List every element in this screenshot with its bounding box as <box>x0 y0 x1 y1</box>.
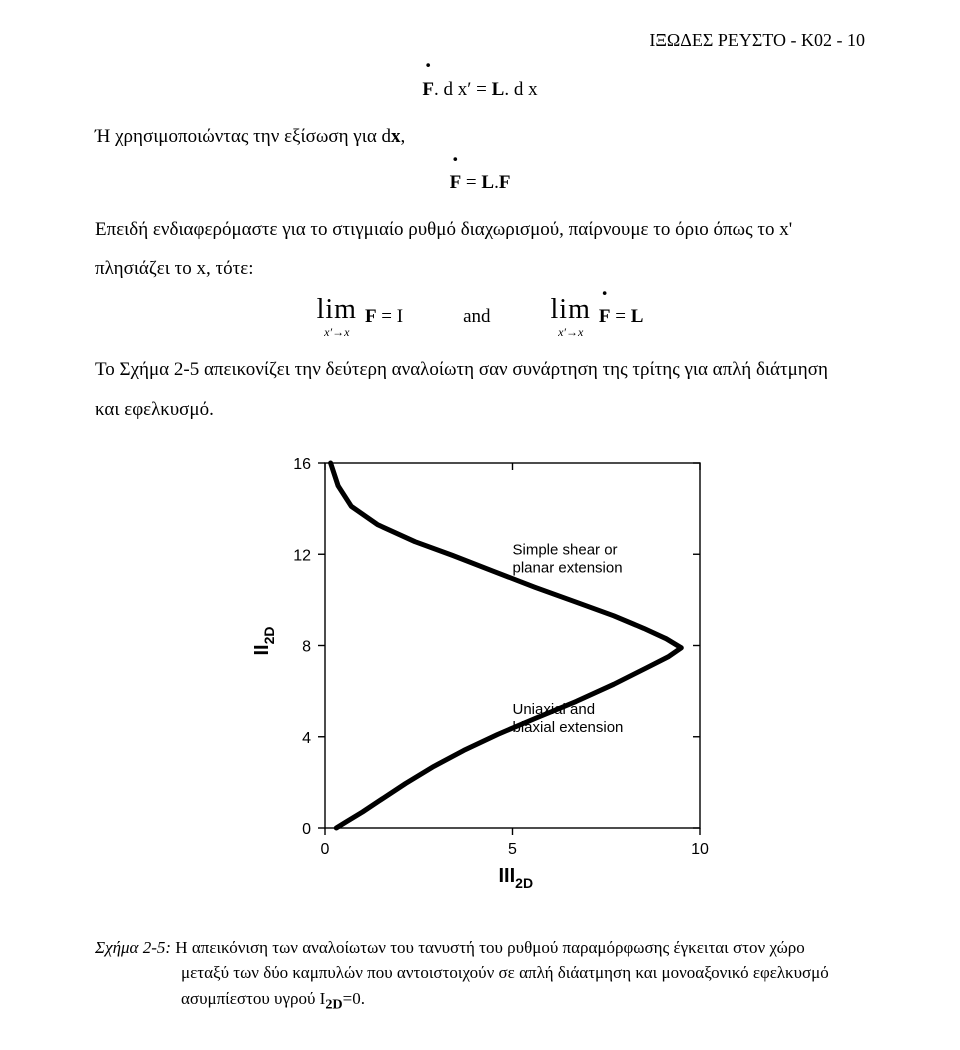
equation-2: F = L.F <box>95 172 865 194</box>
caption-line-2: μεταξύ των δύο καμπυλών που αντοιστοιχού… <box>95 960 865 986</box>
svg-text:Simple shear or: Simple shear or <box>513 541 618 558</box>
para1-x: x <box>391 126 401 147</box>
paragraph-4: Το Σχήμα 2-5 απεικονίζει την δεύτερη ανα… <box>95 352 865 387</box>
lim-eq1: = <box>377 306 397 327</box>
svg-text:III2D: III2D <box>499 865 534 891</box>
svg-text:0: 0 <box>321 841 330 858</box>
caption-line3a: ασυμπίεστου υγρού I <box>181 989 325 1008</box>
para1-comma: , <box>401 126 406 147</box>
lim-eq2: = <box>610 306 630 327</box>
paragraph-1: Ή χρησιμοποιώντας την εξίσωση για dx, <box>95 119 865 154</box>
lim-and: and <box>463 306 490 328</box>
para1-text: Ή χρησιμοποιώντας την εξίσωση για d <box>95 126 391 147</box>
svg-text:16: 16 <box>293 456 311 473</box>
chart-svg: 0 5 10 0 4 8 12 16 II2D III2D Simple shear orplana… <box>230 453 730 913</box>
caption-line-3: ασυμπίεστου υγρού I2D=0. <box>95 986 865 1016</box>
paragraph-3: πλησιάζει το x, τότε: <box>95 251 865 286</box>
eq1-mid: . d x′ = <box>434 79 492 100</box>
equation-1: F. d x′ = L. d x <box>95 79 865 101</box>
eq2-Fdot: F <box>450 172 462 194</box>
svg-text:4: 4 <box>302 729 311 746</box>
paragraph-2: Επειδή ενδιαφερόμαστε για το στιγμιαίο ρ… <box>95 212 865 247</box>
lim-right: lim x′→x <box>551 296 591 338</box>
caption-line3c: =0. <box>343 989 365 1008</box>
lim-I: I <box>397 306 403 327</box>
lim-sub-2: x′→x <box>558 326 583 338</box>
lim-right-rhs: F = L <box>599 306 644 328</box>
caption-line3b: 2D <box>325 996 342 1012</box>
limit-equation-row: lim x′→x F = I and lim x′→x F = L <box>95 296 865 338</box>
para2-text: Επειδή ενδιαφερόμαστε για το στιγμιαίο ρ… <box>95 219 792 240</box>
svg-text:II2D: II2D <box>251 626 277 655</box>
paragraph-5: και εφελκυσμό. <box>95 392 865 427</box>
lim-left-rhs: F = I <box>365 306 403 328</box>
lim-Fdot: F <box>599 306 611 328</box>
lim-word-1: lim <box>317 296 357 324</box>
eq1-L: L <box>492 79 505 100</box>
eq2-mid: = <box>461 172 481 193</box>
eq1-Fdot: F <box>422 79 434 101</box>
para3-text: πλησιάζει το x, τότε: <box>95 258 254 279</box>
lim-left: lim x′→x <box>317 296 357 338</box>
svg-text:5: 5 <box>508 841 517 858</box>
lim-sub-1: x′→x <box>324 326 349 338</box>
caption-line1-rest: Η απεικόνιση των αναλοίωτων του τανυστή … <box>171 938 805 957</box>
svg-text:8: 8 <box>302 638 311 655</box>
eq2-L: L <box>481 172 494 193</box>
svg-text:0: 0 <box>302 821 311 838</box>
lim-F: F <box>365 306 377 327</box>
svg-text:10: 10 <box>691 841 709 858</box>
svg-text:Uniaxial and: Uniaxial and <box>513 701 596 718</box>
eq2-F: F <box>499 172 511 193</box>
figure-caption: Σχήμα 2-5: Η απεικόνιση των αναλοίωτων τ… <box>95 935 865 1016</box>
eq1-rhs: . d x <box>504 79 537 100</box>
para5-text: και εφελκυσμό. <box>95 399 214 420</box>
lim-word-2: lim <box>551 296 591 324</box>
header-text: ΙΞΩΔΕΣ ΡΕΥΣΤΟ - K02 - 10 <box>649 30 865 50</box>
svg-text:biaxial extension: biaxial extension <box>513 719 624 736</box>
caption-prefix: Σχήμα 2-5: <box>95 938 171 957</box>
chart-container: 0 5 10 0 4 8 12 16 II2D III2D Simple shear orplana… <box>230 453 730 913</box>
para4-text: Το Σχήμα 2-5 απεικονίζει την δεύτερη ανα… <box>95 359 828 380</box>
svg-text:12: 12 <box>293 547 311 564</box>
page-header: ΙΞΩΔΕΣ ΡΕΥΣΤΟ - K02 - 10 <box>95 30 865 51</box>
caption-line-1: Σχήμα 2-5: Η απεικόνιση των αναλοίωτων τ… <box>95 935 865 961</box>
lim-L: L <box>631 306 644 327</box>
svg-text:planar extension: planar extension <box>513 559 623 576</box>
